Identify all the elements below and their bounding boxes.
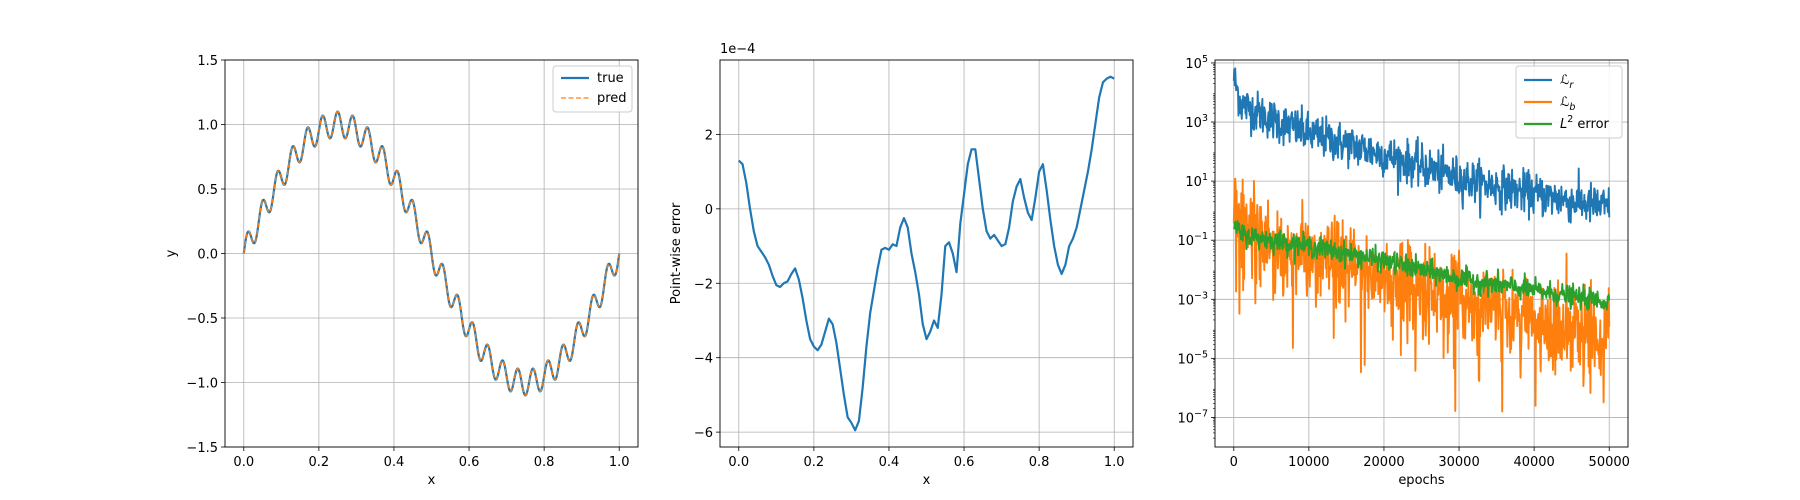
legend-label: L2 error <box>1560 114 1610 132</box>
y-tick-label: 10−5 <box>1177 349 1208 367</box>
legend-label: ℒr <box>1560 73 1574 91</box>
x-tick-label: 0.4 <box>879 455 900 470</box>
ticks: 0 10000 20000 30000 40000 50000 10−7 10−5 10−3 10… <box>1177 54 1629 470</box>
axes-frame <box>224 59 639 448</box>
x-tick-label: 0.2 <box>804 455 825 470</box>
legend-label: true <box>597 71 624 86</box>
y-tick-label: −1.5 <box>186 441 218 456</box>
y-tick-label: 10−7 <box>1177 408 1208 426</box>
x-tick-label: 0.6 <box>459 455 480 470</box>
chart-1: 0.0 0.2 0.4 0.6 0.8 1.0 −1.5 −1.0 −0.5 0.0 0.5 1.0 1… <box>164 54 639 488</box>
series-line-L <box>1232 219 1611 311</box>
x-tick-label: 0.8 <box>534 455 555 470</box>
y-tick-label: 2 <box>705 128 713 143</box>
offset-text: 1e−4 <box>720 42 755 57</box>
x-tick-label: 0 <box>1230 455 1238 470</box>
ticks: 0.0 0.2 0.4 0.6 0.8 1.0 −6 −4 −2 0 2 <box>694 128 1125 470</box>
chart-3: 0 10000 20000 30000 40000 50000 10−7 10−5 10−3 10… <box>1177 54 1629 488</box>
y-tick-label: −1.0 <box>186 377 218 392</box>
y-tick-label: 103 <box>1185 113 1208 131</box>
y-tick-label: 101 <box>1185 172 1208 190</box>
x-tick-label: 50000 <box>1589 455 1630 470</box>
grid <box>720 60 1133 447</box>
y-tick-label: 10−3 <box>1177 290 1208 308</box>
axes-frame <box>719 59 1134 448</box>
y-tick-label: 105 <box>1185 54 1208 72</box>
x-tick-label: 0.8 <box>1029 455 1050 470</box>
x-tick-label: 40000 <box>1513 455 1554 470</box>
x-tick-label: 20000 <box>1363 455 1404 470</box>
x-tick-label: 0.6 <box>954 455 975 470</box>
x-tick-label: 0.0 <box>233 455 254 470</box>
plot-area <box>1232 67 1611 413</box>
y-tick-label: −0.5 <box>186 312 218 327</box>
x-tick-label: 0.4 <box>384 455 405 470</box>
x-tick-label: 10000 <box>1288 455 1329 470</box>
series-line-true <box>242 110 621 397</box>
y-tick-label: 10−1 <box>1177 231 1208 249</box>
axes-frame <box>1214 59 1629 448</box>
plot-area <box>242 110 621 397</box>
x-tick-label: 0.2 <box>309 455 330 470</box>
y-tick-label: 1.0 <box>197 119 218 134</box>
y-tick-label: 0 <box>705 203 713 218</box>
x-axis-label: epochs <box>1398 473 1445 488</box>
series-line-s0 <box>737 75 1115 432</box>
legend-box <box>1515 65 1623 139</box>
x-tick-label: 0.0 <box>728 455 749 470</box>
x-axis-label: x <box>923 473 931 488</box>
y-tick-label: 0.5 <box>197 183 218 198</box>
y-tick-label: −6 <box>694 426 713 441</box>
x-tick-label: 30000 <box>1438 455 1479 470</box>
y-tick-label: −4 <box>694 352 713 367</box>
x-axis-label: x <box>428 473 436 488</box>
chart-2: 0.0 0.2 0.4 0.6 0.8 1.0 −6 −4 −2 0 2 x Point-wise er… <box>669 42 1134 488</box>
x-tick-label: 1.0 <box>609 455 630 470</box>
y-tick-label: 0.0 <box>197 248 218 263</box>
x-tick-label: 1.0 <box>1104 455 1125 470</box>
legend: true pred <box>552 65 633 113</box>
y-tick-label: 1.5 <box>197 54 218 69</box>
ticks: 0.0 0.2 0.4 0.6 0.8 1.0 −1.5 −1.0 −0.5 0.0 0.5 1.0 1… <box>186 54 629 470</box>
y-axis-label: Point-wise error <box>669 202 684 304</box>
legend-label: pred <box>597 91 627 106</box>
series-line-s0 <box>1232 67 1611 224</box>
legend-label: ℒb <box>1560 95 1575 113</box>
y-axis-label: y <box>164 249 179 257</box>
y-tick-label: −2 <box>694 277 713 292</box>
plot-area <box>737 75 1115 432</box>
